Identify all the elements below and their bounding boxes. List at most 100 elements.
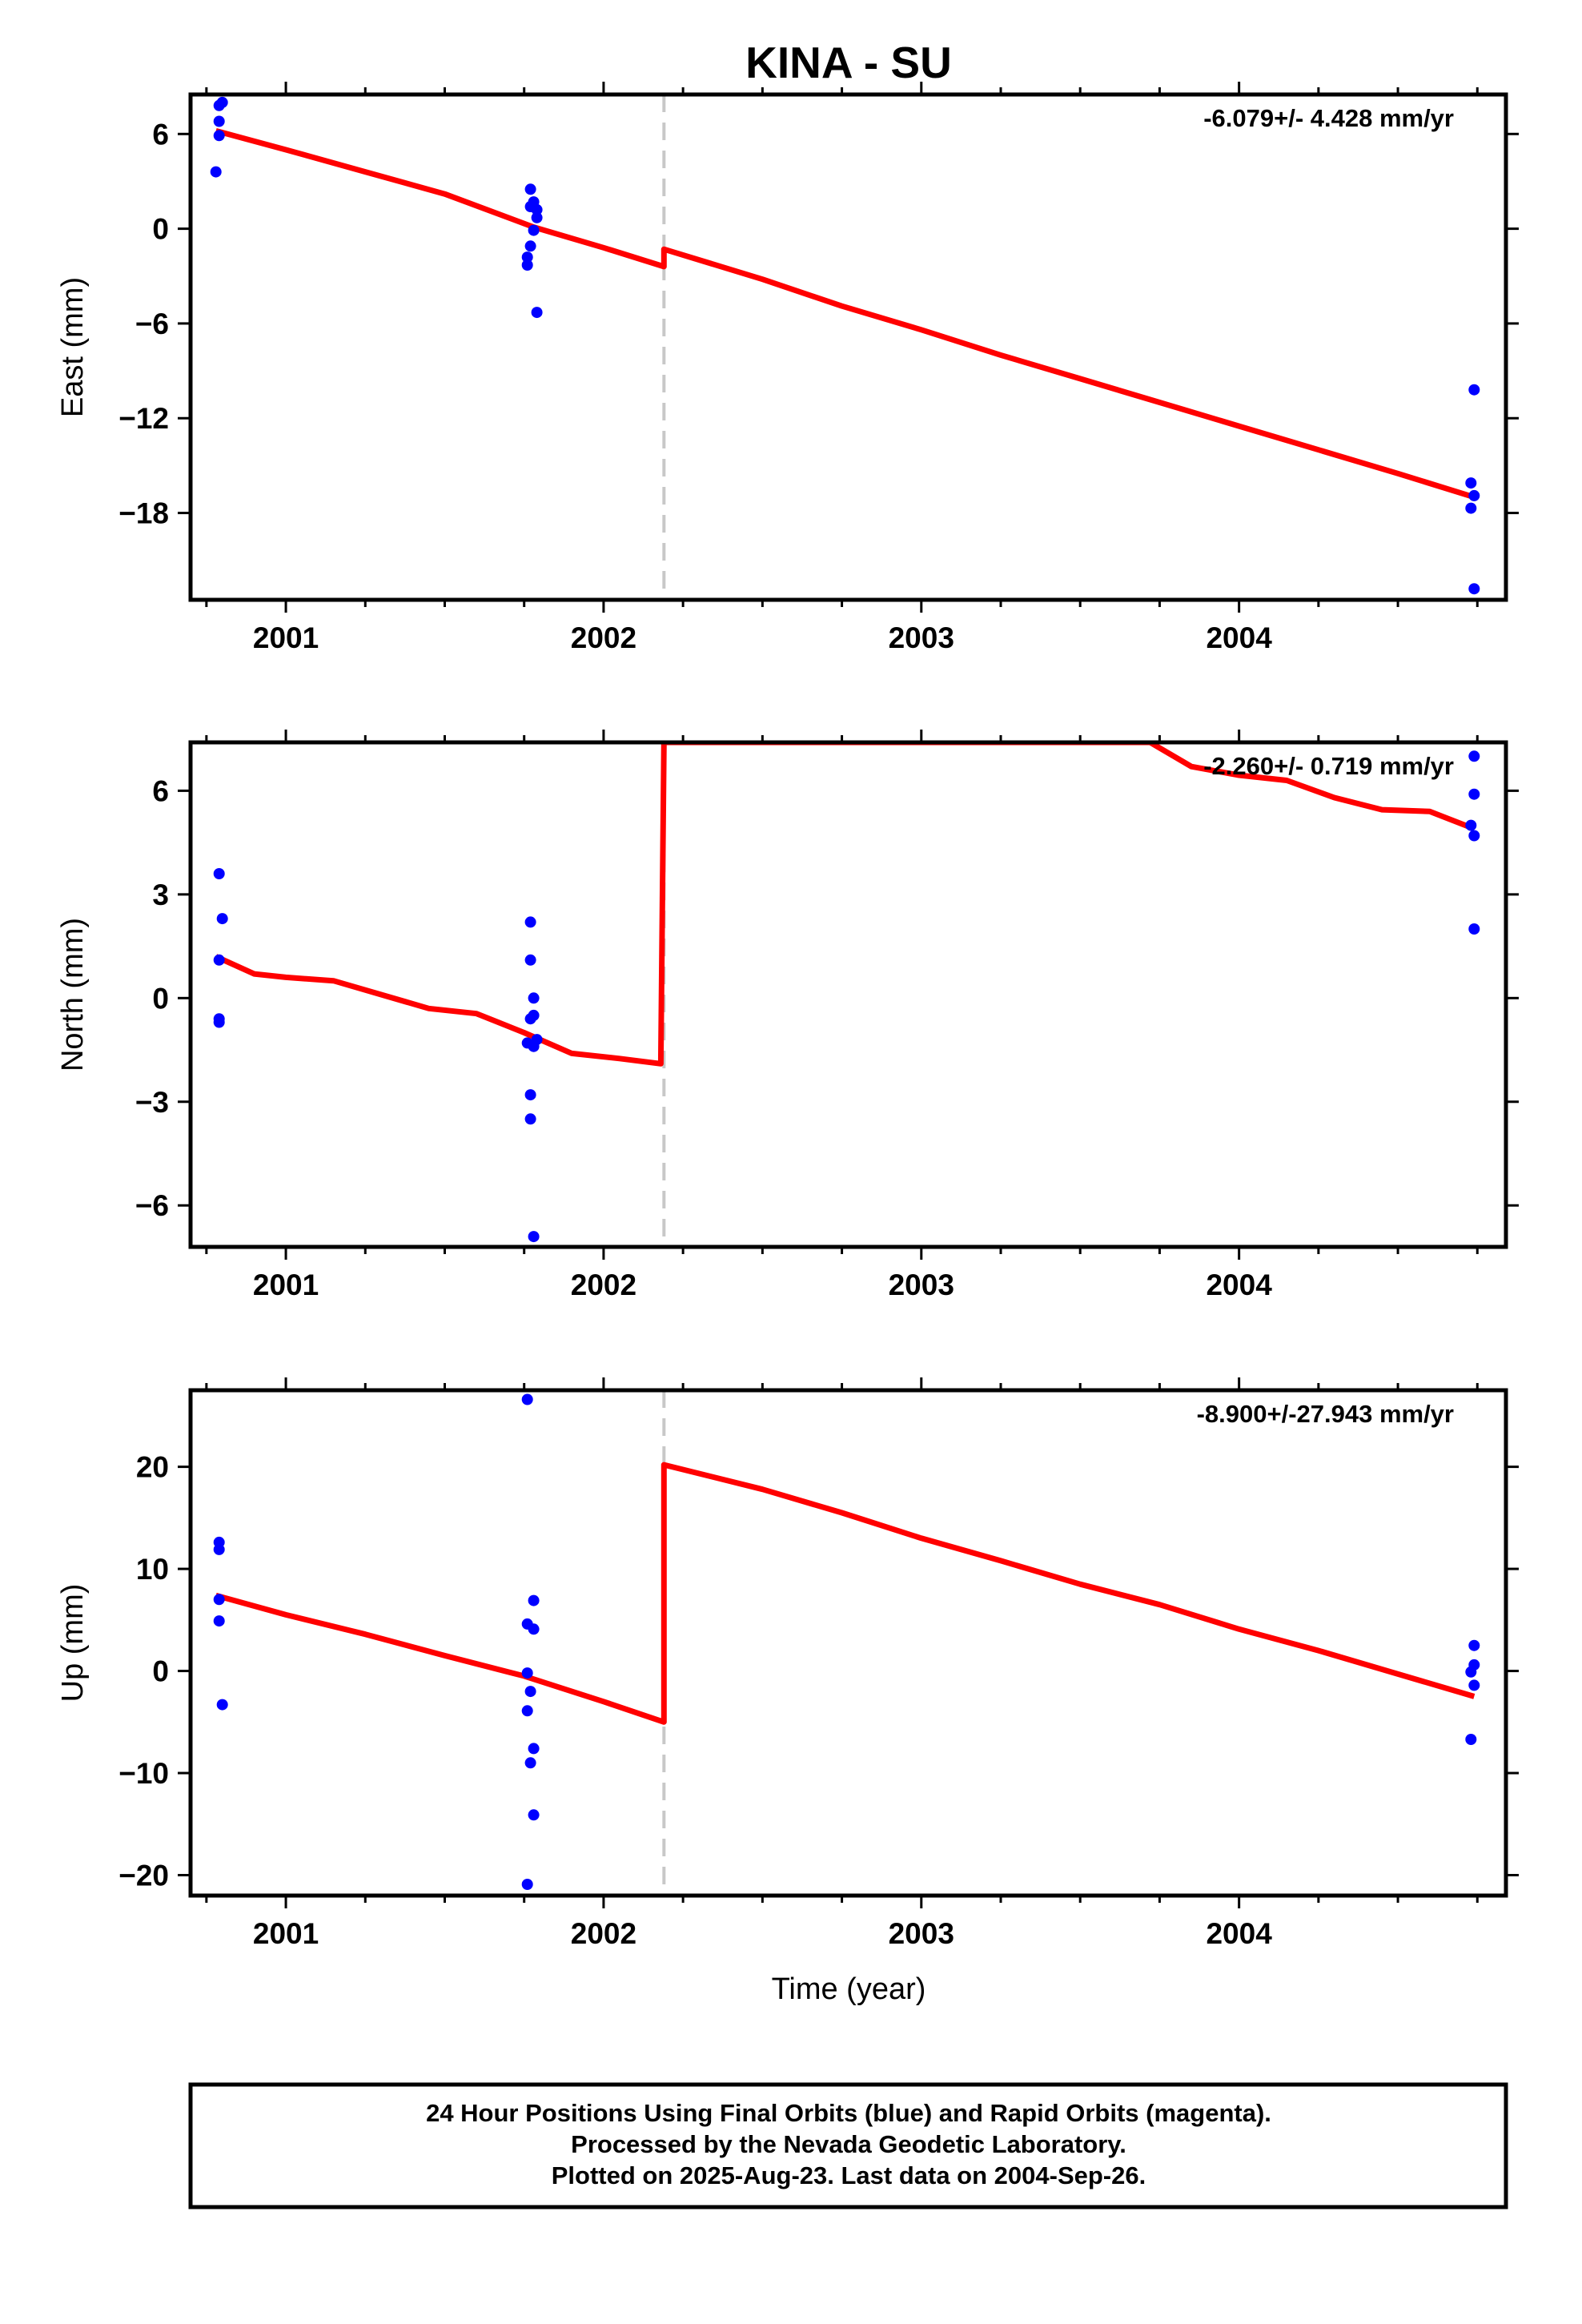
up-data-point-12 <box>528 1743 540 1755</box>
footer-line-3: Plotted on 2025-Aug-23. Last data on 200… <box>552 2161 1146 2189</box>
east-model-line <box>215 128 1476 501</box>
x-axis-title: Time (year) <box>772 1972 926 2006</box>
east-rate-label: -6.079+/- 4.428 mm/yr <box>1203 104 1454 132</box>
up-y-tick-label: 10 <box>136 1553 169 1586</box>
up-data-point-10 <box>524 1686 536 1698</box>
up-data-point-11 <box>521 1705 533 1717</box>
footer-frame <box>188 2082 1508 2209</box>
north-data-point-5 <box>524 916 536 928</box>
east-plot-frame <box>188 92 1508 602</box>
east-data-point-10 <box>528 224 540 236</box>
north-y-tick-label: 3 <box>152 879 169 911</box>
north-data-point-0 <box>213 868 225 879</box>
east-x-tick-label-2003: 2003 <box>889 621 954 654</box>
north-data-point-7 <box>528 992 540 1004</box>
up-data-point-16 <box>1468 1639 1480 1651</box>
east-data-point-16 <box>1465 477 1477 489</box>
east-data-point-18 <box>1465 502 1477 514</box>
north-y-tick-label: −6 <box>135 1189 169 1222</box>
footer-line-2: Processed by the Nevada Geodetic Laborat… <box>571 2130 1126 2158</box>
up-y-tick-label: −10 <box>118 1757 169 1790</box>
east-data-point-3 <box>213 130 225 142</box>
north-x-tick-label-2004: 2004 <box>1206 1269 1272 1301</box>
east-data-point-11 <box>524 240 536 252</box>
north-x-tick-label-2003: 2003 <box>889 1269 954 1301</box>
north-y-tick-label: −3 <box>135 1086 169 1119</box>
east-data-point-8 <box>531 203 543 215</box>
up-data-point-14 <box>528 1809 540 1821</box>
east-data-point-12 <box>521 251 533 263</box>
east-y-axis-title: East (mm) <box>56 277 90 417</box>
up-data-point-8 <box>528 1623 540 1635</box>
north-data-point-15 <box>528 1231 540 1243</box>
east-x-tick-label-2004: 2004 <box>1206 621 1272 654</box>
north-data-point-2 <box>213 954 225 966</box>
east-data-point-17 <box>1468 489 1480 501</box>
north-data-point-14 <box>524 1113 536 1125</box>
north-data-point-20 <box>1468 923 1480 935</box>
up-data-point-4 <box>216 1699 228 1711</box>
up-data-point-6 <box>528 1594 540 1606</box>
north-plot-frame <box>188 740 1508 1249</box>
north-y-tick-label: 0 <box>152 982 169 1015</box>
up-data-point-2 <box>213 1594 225 1606</box>
east-data-point-2 <box>213 115 225 127</box>
north-x-tick-label-2001: 2001 <box>253 1269 319 1301</box>
east-y-tick-label: −6 <box>135 308 169 340</box>
north-y-axis-title: North (mm) <box>56 918 90 1072</box>
north-data-point-18 <box>1465 819 1477 831</box>
north-data-point-19 <box>1468 830 1480 842</box>
up-data-point-20 <box>1465 1734 1477 1745</box>
north-data-point-13 <box>524 1089 536 1101</box>
east-data-point-13 <box>521 259 533 271</box>
north-rate-label: -2.260+/- 0.719 mm/yr <box>1203 752 1454 780</box>
panel-up: 2001 2002 2003 2004 20 10 0 −10 −20 Up (mm) -8.900… <box>56 1377 1519 1950</box>
east-x-tick-label-2001: 2001 <box>253 621 319 654</box>
up-y-tick-label: −20 <box>118 1860 169 1892</box>
east-data-point-14 <box>531 307 543 319</box>
east-y-tick-label: 6 <box>152 118 169 151</box>
footer-line-1: 24 Hour Positions Using Final Orbits (bl… <box>426 2099 1271 2127</box>
east-y-tick-label: −12 <box>118 402 169 435</box>
north-data-point-4 <box>213 1016 225 1028</box>
up-model-line <box>215 1462 1476 1725</box>
east-data-point-15 <box>1468 384 1480 396</box>
east-y-tick-label: −18 <box>118 497 169 530</box>
east-data-point-9 <box>531 211 543 223</box>
up-plot-frame <box>188 1388 1508 1898</box>
up-rate-label: -8.900+/-27.943 mm/yr <box>1197 1400 1454 1428</box>
panel-east: 2001 2002 2003 2004 6 0 −6 −12 −18 East (mm) -6.07… <box>56 82 1519 654</box>
east-data-point-19 <box>1468 583 1480 595</box>
east-x-tick-label-2002: 2002 <box>571 621 636 654</box>
chart-title: KINA - SU <box>745 38 952 87</box>
up-data-point-5 <box>521 1393 533 1405</box>
footer-box: 24 Hour Positions Using Final Orbits (bl… <box>188 2082 1508 2209</box>
east-y-tick-label: 0 <box>152 213 169 246</box>
up-y-tick-label: 0 <box>152 1655 169 1688</box>
north-data-point-6 <box>524 954 536 966</box>
north-data-point-16 <box>1468 750 1480 762</box>
north-y-tick-label: 6 <box>152 774 169 807</box>
panel-north: 2001 2002 2003 2004 6 3 0 −3 −6 North (mm) -2.260+… <box>56 730 1519 1301</box>
up-data-point-15 <box>521 1879 533 1890</box>
up-data-point-18 <box>1465 1666 1477 1678</box>
north-data-point-12 <box>531 1034 543 1046</box>
north-x-tick-label-2002: 2002 <box>571 1269 636 1301</box>
east-data-point-1 <box>216 96 228 108</box>
up-data-point-3 <box>213 1615 225 1627</box>
up-x-tick-label-2002: 2002 <box>571 1917 636 1950</box>
up-x-tick-label-2003: 2003 <box>889 1917 954 1950</box>
up-x-tick-label-2004: 2004 <box>1206 1917 1272 1950</box>
north-data-point-17 <box>1468 788 1480 800</box>
north-model-line <box>215 742 1476 1067</box>
up-data-point-19 <box>1468 1679 1480 1691</box>
up-data-point-1 <box>213 1543 225 1555</box>
north-data-point-9 <box>524 1013 536 1025</box>
north-data-point-1 <box>216 913 228 925</box>
east-data-point-5 <box>524 183 536 195</box>
up-y-tick-label: 20 <box>136 1451 169 1484</box>
up-y-axis-title: Up (mm) <box>56 1584 90 1703</box>
up-x-tick-label-2001: 2001 <box>253 1917 319 1950</box>
